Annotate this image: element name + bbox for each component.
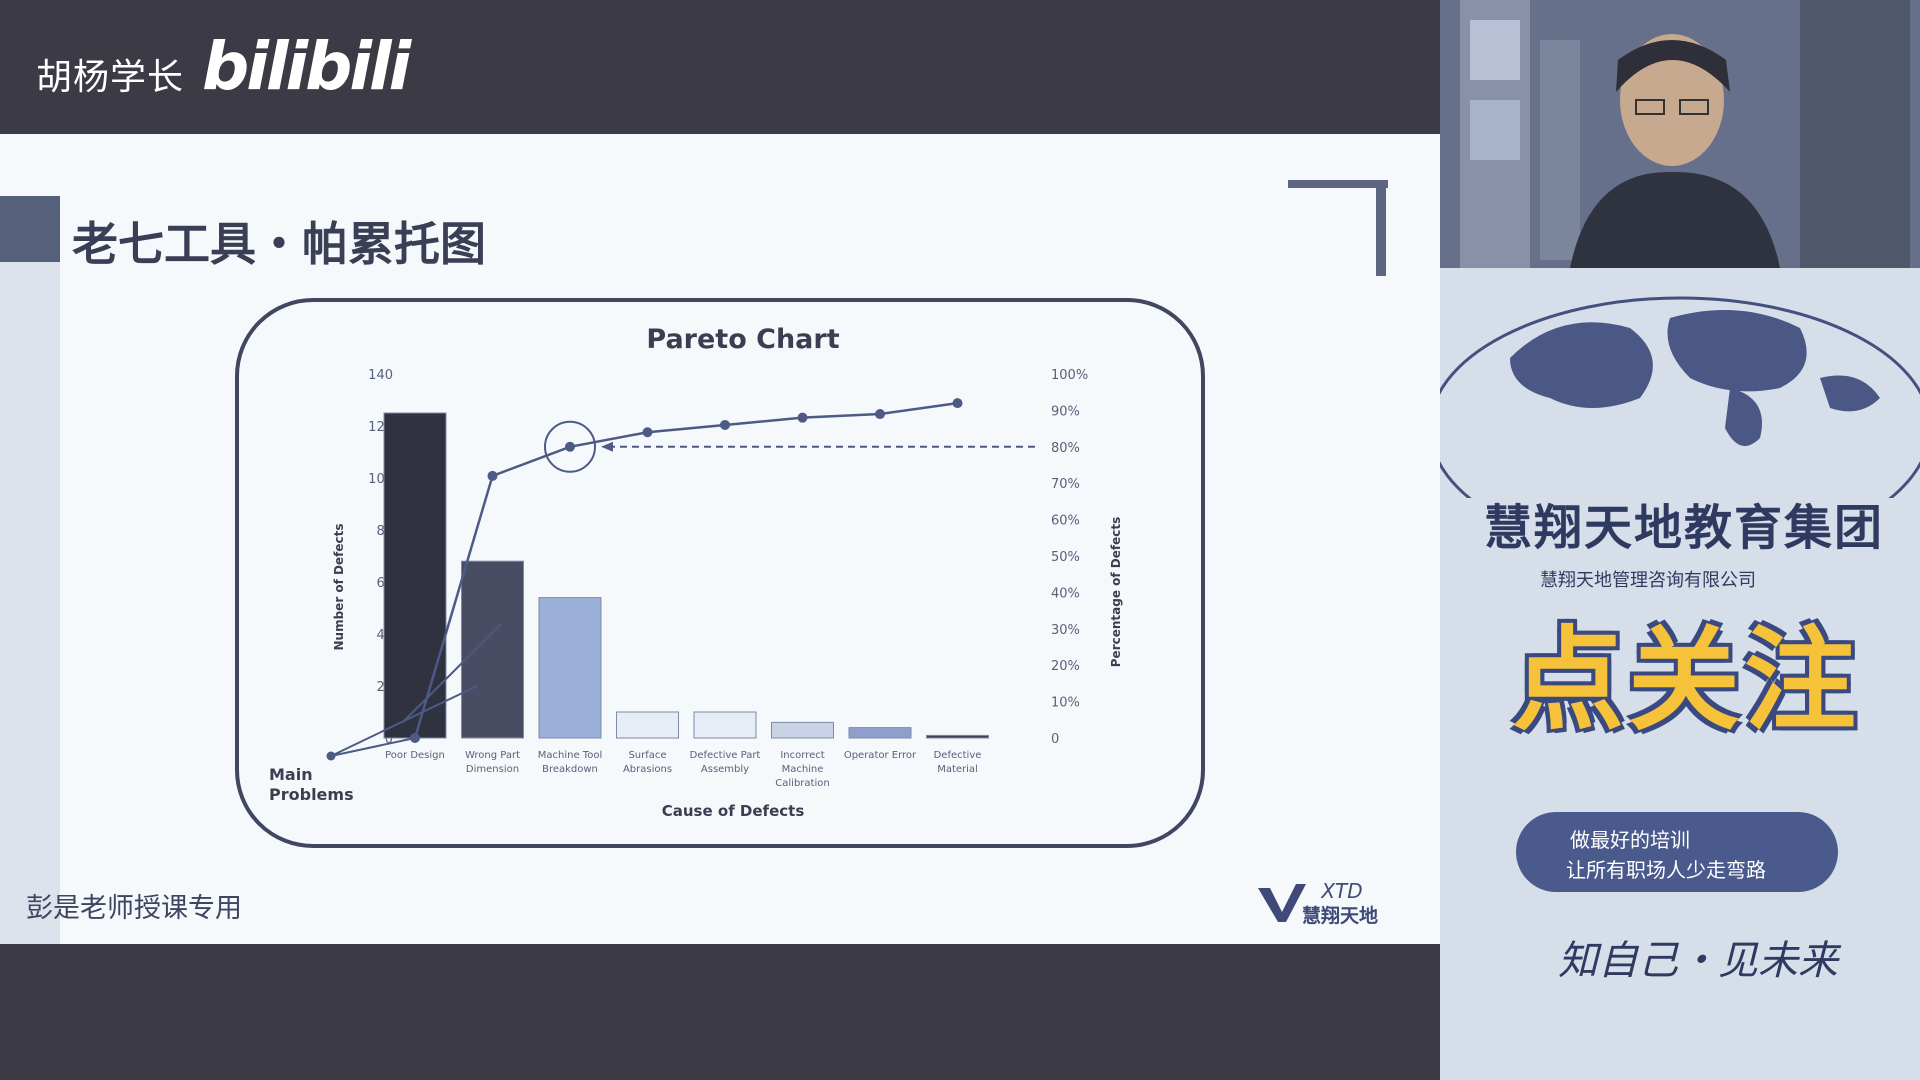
slide-title: 老七工具・帕累托图 [72,217,486,271]
pareto-chart: Pareto Chart Number of Defects Percentag… [269,324,1123,820]
y-tick-label: 140 [368,368,393,383]
category-label: Defective Part Assembly [690,750,761,775]
bar-8 [926,734,989,739]
world-map-image [1440,296,1920,498]
bar-5 [693,711,757,739]
y2-tick-label: 10% [1051,696,1080,711]
logo-text-top: XTD [1320,879,1362,903]
chart-marks: 020406080100120140010%20%30%40%50%60%70%… [269,368,1088,804]
main-problems-label: Main Problems [269,765,354,804]
y2-tick-label: 60% [1051,514,1080,529]
cumulative-point-3 [565,441,575,452]
y2-tick-label: 100% [1051,368,1088,383]
cumulative-point-7 [875,409,885,420]
category-label: Poor Design [385,750,445,761]
ad-slogan-line1: 做最好的培训 [1570,828,1690,852]
bottom-bar [0,944,1440,1080]
category-label: Surface Abrasions [623,750,672,775]
webcam-feed [1440,0,1920,268]
ad-company-name: 慧翔天地教育集团 [1484,500,1885,556]
footer-note: 彭是老师授课专用 [26,893,242,924]
y2-tick-label: 50% [1051,550,1080,565]
cumulative-point-8 [952,398,963,409]
ad-subtitle: 慧翔天地管理咨询有限公司 [1540,570,1756,591]
category-label: Incorrect Machine Calibration [775,750,829,789]
follow-sticker: 点关注 [1512,616,1860,746]
bar-1 [383,412,447,739]
main-problems-point [326,751,336,761]
y2-tick-label: 80% [1051,441,1080,456]
bar-6 [771,721,834,739]
chart-title: Pareto Chart [646,324,839,355]
main-problems-connector [402,623,502,723]
y2-tick-label: 40% [1051,586,1080,601]
channel-name: 胡杨学长 [36,57,185,98]
main-problems-connector [330,737,416,757]
category-label: Operator Error [844,750,917,761]
corner-decoration [1288,180,1388,188]
corner-decoration-side [1376,180,1386,276]
slide-side-strip [0,262,60,944]
y-axis-label: Number of Defects [332,523,346,650]
webcam-image [1440,0,1920,268]
y2-tick-label: 20% [1051,659,1080,674]
cumulative-point-5 [720,419,730,430]
y2-tick-label: 70% [1051,477,1080,492]
ad-panel: 慧翔天地教育集团 慧翔天地管理咨询有限公司 点关注 做最好的培训 让所有职场人少… [1440,268,1920,1080]
y2-tick-label: 0 [1051,732,1059,747]
ad-motto: 知自己・见未来 [1558,938,1838,984]
category-label: Wrong Part Dimension [465,750,520,775]
bar-7 [848,727,912,739]
y2-tick-label: 90% [1051,404,1080,419]
ad-slogan-pill [1516,812,1838,892]
xtd-logo: XTD 慧翔天地 [1258,879,1378,926]
cumulative-point-4 [642,427,653,438]
category-label: Machine Tool Breakdown [538,750,602,775]
bar-2 [461,560,524,739]
cumulative-point-6 [797,412,808,423]
pareto-chart-frame: Pareto Chart Number of Defects Percentag… [235,298,1205,848]
cumulative-point-2 [487,470,498,481]
logo-text-bottom: 慧翔天地 [1302,904,1378,926]
threshold-arrow-head [601,441,613,452]
bar-3 [538,597,602,739]
bilibili-logo: bilibili [202,28,411,105]
x-axis-label: Cause of Defects [662,802,805,820]
y-tick-label: 0 [385,732,393,747]
y2-tick-label: 30% [1051,623,1080,638]
top-bar: 胡杨学长 bilibili [0,0,1440,134]
ad-slogan-line2: 让所有职场人少走弯路 [1566,858,1766,882]
y2-axis-label: Percentage of Defects [1109,517,1123,667]
cumulative-percent-line [413,401,958,739]
cumulative-point-1 [410,733,420,743]
slide-accent-block [0,196,60,262]
category-label: Defective Material [934,750,982,775]
threshold-highlight-circle [544,420,596,473]
bar-4 [616,711,679,739]
presentation-slide: 老七工具・帕累托图 Pareto Chart Number of Defects… [0,134,1440,944]
